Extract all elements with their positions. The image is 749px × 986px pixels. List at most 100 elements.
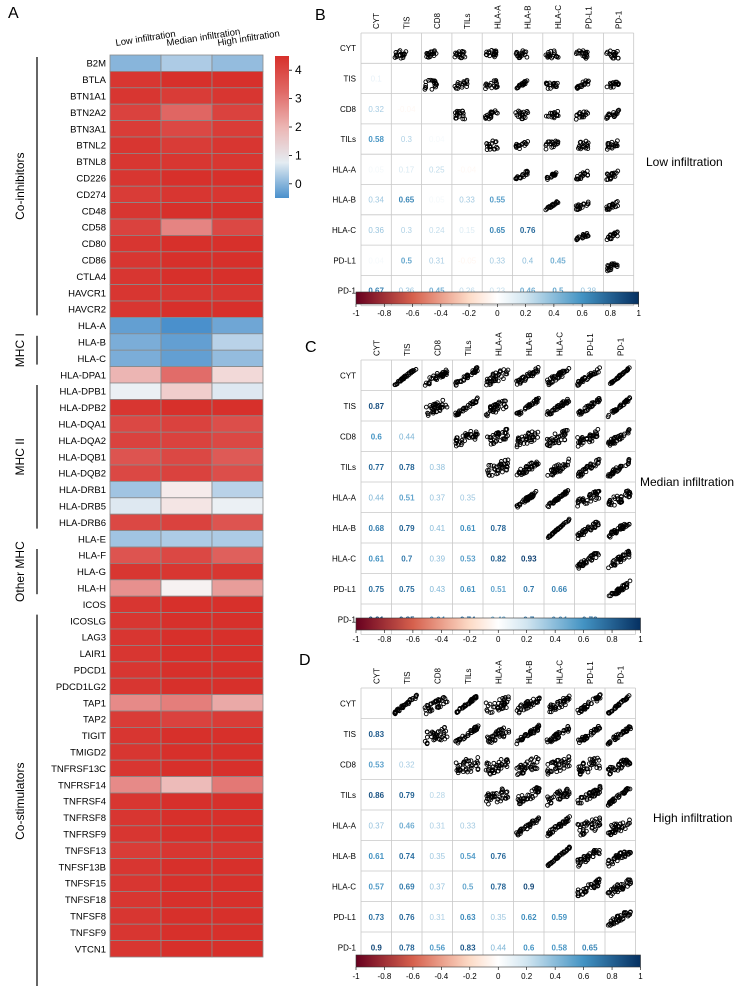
scatter-point bbox=[556, 762, 562, 768]
scatter-point bbox=[581, 53, 587, 59]
scatter-point bbox=[606, 593, 612, 599]
scatter-point bbox=[594, 431, 600, 437]
scatter-point bbox=[588, 881, 594, 887]
correlation-value: 0.78 bbox=[490, 524, 506, 533]
gene-label: HLA-H bbox=[77, 584, 106, 595]
scatter-point bbox=[582, 529, 588, 534]
heat-cell bbox=[211, 349, 264, 368]
scatter-point bbox=[581, 831, 587, 836]
scatter-point bbox=[487, 82, 493, 88]
heat-cell bbox=[109, 185, 162, 203]
scatter-point bbox=[597, 817, 603, 823]
heat-cell bbox=[211, 300, 264, 318]
scatter-point bbox=[611, 55, 617, 61]
heat-cell bbox=[160, 300, 213, 318]
heat-cell bbox=[211, 776, 264, 794]
scatter-point bbox=[484, 382, 489, 388]
colorbar-tick-label: 1 bbox=[636, 309, 641, 318]
scatter-point bbox=[426, 411, 431, 417]
scatter-point bbox=[502, 695, 508, 700]
colorbar-tick-label: 0.6 bbox=[578, 635, 590, 644]
scatter-point bbox=[585, 769, 591, 775]
scatter-point bbox=[506, 694, 511, 700]
heat-cell bbox=[109, 103, 162, 121]
scatter-point bbox=[566, 517, 572, 523]
scatter-point bbox=[584, 795, 590, 801]
scatter-point bbox=[596, 495, 602, 501]
correlation-value: 0.5 bbox=[401, 256, 413, 265]
scatter-point bbox=[577, 50, 583, 56]
gene-label: CD48 bbox=[82, 206, 106, 217]
scatter-point bbox=[581, 562, 586, 568]
heat-cell bbox=[160, 333, 213, 351]
scatter-point bbox=[565, 459, 571, 465]
gene-label: HLA-DPB2 bbox=[60, 403, 106, 414]
scatter-point bbox=[585, 199, 591, 205]
scatter-point bbox=[560, 730, 566, 736]
heat-cell bbox=[160, 87, 213, 105]
colorbar-tick-label: 0 bbox=[295, 177, 302, 191]
scatter-point bbox=[429, 86, 435, 92]
scatter-point bbox=[607, 498, 613, 504]
scatter-point bbox=[455, 740, 461, 746]
scatter-point bbox=[406, 372, 412, 378]
scatter-point bbox=[624, 367, 630, 373]
correlation-value: 0.38 bbox=[580, 287, 596, 296]
column-variable-label: HLA-A bbox=[494, 332, 503, 356]
scatter-point bbox=[561, 765, 567, 771]
scatter-point bbox=[627, 724, 632, 730]
correlation-value: 0.41 bbox=[429, 524, 445, 533]
scatter-point bbox=[529, 439, 534, 445]
scatter-point bbox=[442, 371, 448, 376]
scatter-point bbox=[611, 886, 616, 891]
scatter-point bbox=[557, 796, 563, 802]
scatter-point bbox=[612, 706, 618, 712]
heat-cell bbox=[109, 366, 162, 384]
heat-cell bbox=[109, 530, 162, 548]
scatter-point bbox=[495, 797, 501, 802]
correlation-value: 0.5 bbox=[462, 882, 474, 891]
scatter-point bbox=[453, 760, 459, 766]
scatter-point bbox=[561, 698, 567, 704]
scatter-point bbox=[621, 913, 627, 919]
heat-cell bbox=[160, 809, 213, 827]
heat-cell bbox=[160, 546, 213, 564]
scatter-point bbox=[554, 407, 560, 412]
heat-cell bbox=[160, 743, 213, 761]
scatter-point bbox=[548, 709, 554, 715]
scatter-point bbox=[553, 731, 559, 737]
scatter-point bbox=[589, 701, 594, 706]
scatter-point bbox=[597, 815, 603, 821]
scatter-point bbox=[609, 529, 614, 535]
scatter-point bbox=[577, 409, 583, 415]
heat-cell bbox=[109, 202, 162, 220]
scatter-point bbox=[558, 370, 564, 376]
correlation-value: 0.82 bbox=[490, 554, 506, 563]
scatter-point bbox=[485, 144, 490, 149]
scatter-point bbox=[590, 854, 596, 859]
correlation-value: 0.33 bbox=[460, 821, 476, 830]
scatter-point bbox=[528, 757, 534, 763]
scatter-point bbox=[596, 396, 601, 401]
scatter-point bbox=[398, 378, 403, 384]
scatter-point bbox=[458, 378, 464, 384]
scatter-point bbox=[519, 826, 524, 832]
scatter-point bbox=[493, 765, 499, 770]
correlation-value: 0.32 bbox=[399, 760, 415, 769]
correlation-value: 0.36 bbox=[368, 226, 384, 235]
scatter-point bbox=[610, 261, 615, 267]
scatter-point bbox=[592, 371, 598, 377]
scatter-point bbox=[536, 723, 542, 729]
scatter-point bbox=[626, 491, 632, 497]
scatter-point bbox=[553, 377, 559, 383]
column-variable-label: CYT bbox=[372, 668, 381, 684]
scatter-point bbox=[548, 440, 553, 446]
heat-cell bbox=[160, 382, 213, 400]
scatter-point bbox=[430, 730, 436, 736]
scatter-point bbox=[441, 725, 447, 731]
scatter-point bbox=[491, 440, 497, 446]
heat-cell bbox=[211, 185, 264, 203]
heat-cell bbox=[160, 480, 213, 499]
row-variable-label: TIS bbox=[344, 402, 356, 411]
row-variable-label: TILs bbox=[340, 791, 356, 800]
